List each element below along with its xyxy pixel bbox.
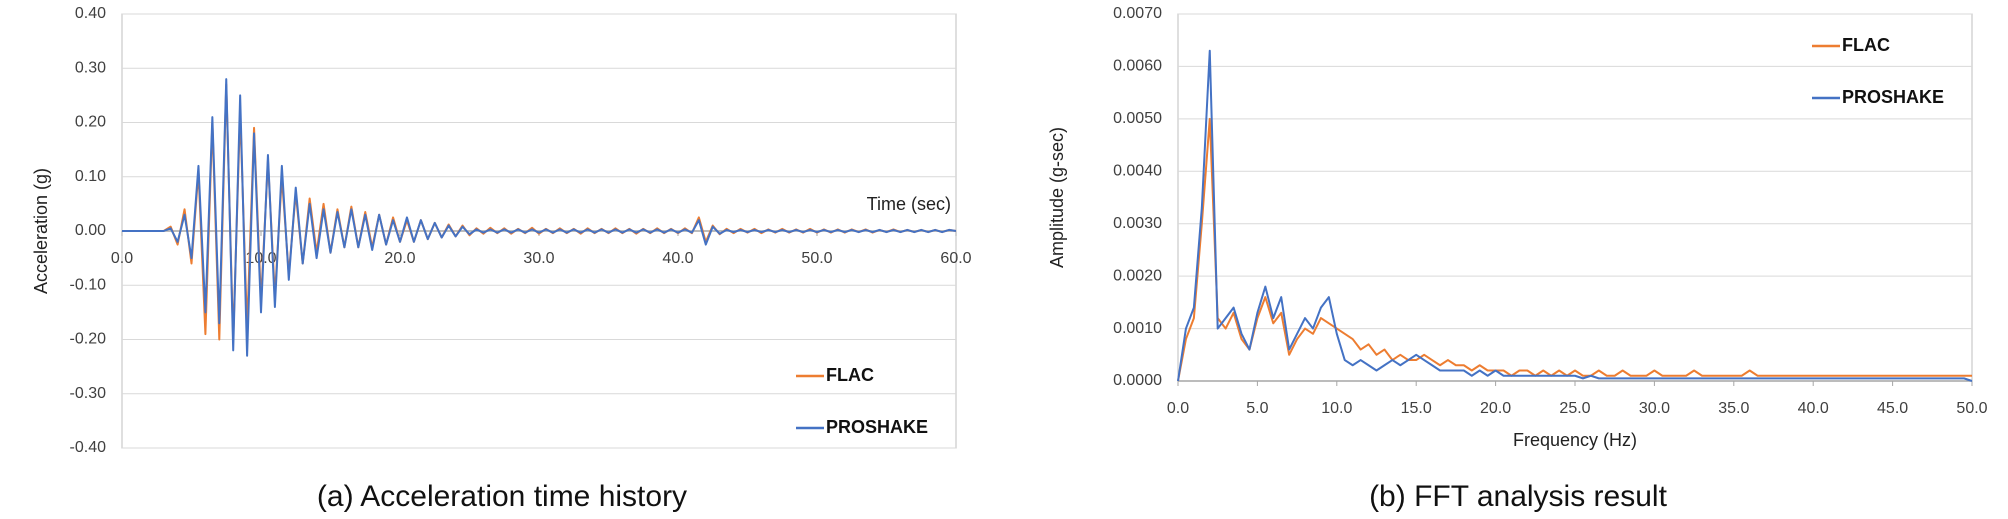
x-tick-label: 35.0 [1718, 400, 1749, 417]
x-tick-label: 50.0 [801, 250, 832, 267]
x-tick-label: 40.0 [662, 250, 693, 267]
series-line [1177, 117, 1972, 382]
y-tick-label: -0.10 [70, 276, 107, 293]
legend-text: PROSHAKE [1842, 87, 1944, 107]
series-line [1177, 49, 1973, 382]
y-tick-label: 0.0010 [1113, 320, 1162, 337]
x-tick-label: 50.0 [1956, 400, 1987, 417]
x-tick-label: 10.0 [1321, 400, 1352, 417]
x-tick-label: 30.0 [523, 250, 554, 267]
x-tick-label: 40.0 [1798, 400, 1829, 417]
caption: (b) FFT analysis result [1369, 480, 1668, 513]
series-line [122, 78, 957, 357]
x-tick-label: 0.0 [1167, 400, 1189, 417]
y-tick-label: 0.0030 [1113, 215, 1162, 232]
y-tick-label: -0.40 [70, 439, 107, 456]
y-tick-label: 0.10 [75, 168, 106, 185]
x-tick-label: 20.0 [384, 250, 415, 267]
caption: (a) Acceleration time history [317, 480, 687, 513]
y-tick-label: 0.0040 [1113, 163, 1162, 180]
x-axis-title: Time (sec) [867, 194, 951, 214]
x-tick-label: 15.0 [1401, 400, 1432, 417]
y-tick-label: 0.00 [75, 222, 106, 239]
x-axis-title: Frequency (Hz) [1513, 430, 1637, 450]
x-tick-label: 30.0 [1639, 400, 1670, 417]
plot-frame [1177, 13, 1973, 382]
y-tick-label: 0.20 [75, 114, 106, 131]
y-tick-label: 0.0050 [1113, 110, 1162, 127]
legend-text: FLAC [1842, 35, 1890, 55]
y-axis-title: Amplitude (g-sec) [1047, 127, 1067, 268]
y-tick-label: 0.30 [75, 59, 106, 76]
x-tick-label: 25.0 [1559, 400, 1590, 417]
y-tick-label: 0.0060 [1113, 58, 1162, 75]
legend-text: FLAC [826, 365, 874, 385]
y-tick-label: 0.0000 [1113, 372, 1162, 389]
x-tick-label: 60.0 [940, 250, 971, 267]
x-tick-label: 10.0 [245, 250, 276, 267]
x-tick-label: 5.0 [1246, 400, 1268, 417]
y-tick-label: 0.40 [75, 5, 106, 22]
x-tick-label: 45.0 [1877, 400, 1908, 417]
legend-text: PROSHAKE [826, 417, 928, 437]
y-axis-title: Acceleration (g) [31, 168, 51, 294]
x-tick-label: 0.0 [111, 250, 133, 267]
y-tick-label: 0.0020 [1113, 267, 1162, 284]
y-tick-label: -0.30 [70, 385, 107, 402]
x-tick-label: 20.0 [1480, 400, 1511, 417]
y-tick-label: -0.20 [70, 331, 107, 348]
y-tick-label: 0.0070 [1113, 5, 1162, 22]
